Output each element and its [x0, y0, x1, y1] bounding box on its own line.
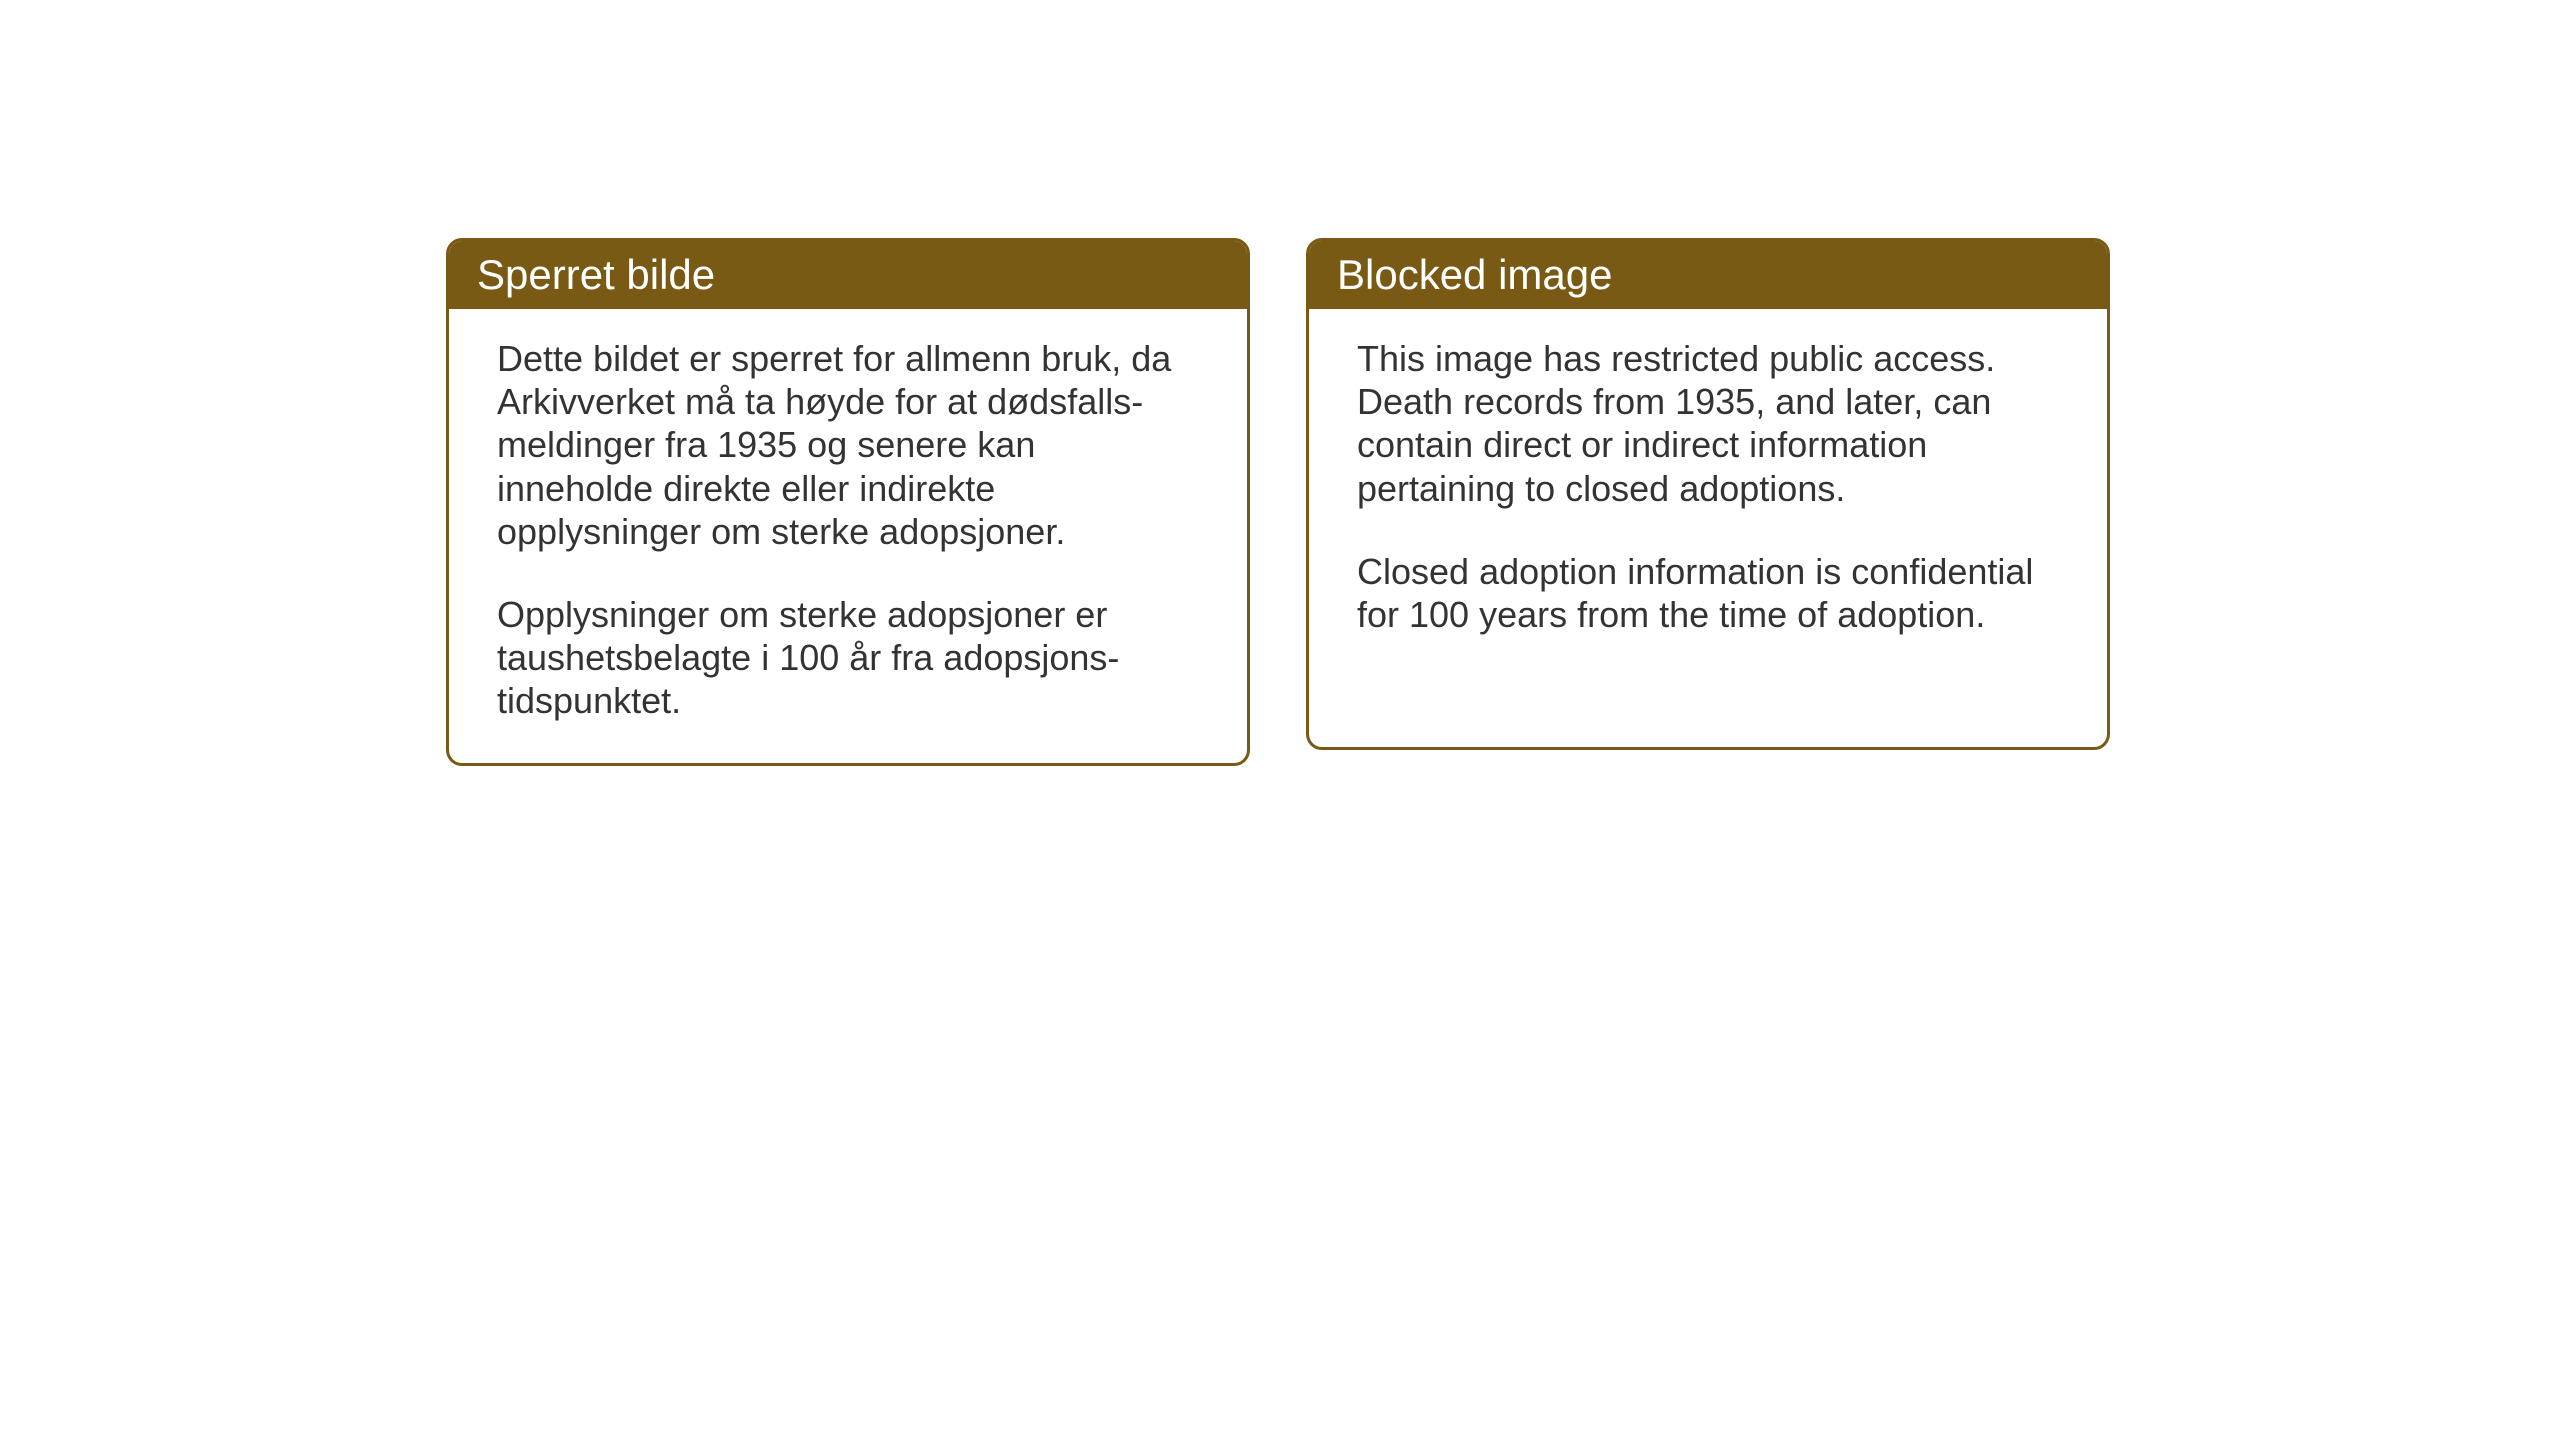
english-card-header: Blocked image	[1309, 241, 2107, 309]
norwegian-card-header: Sperret bilde	[449, 241, 1247, 309]
english-paragraph-1: This image has restricted public access.…	[1357, 337, 2059, 510]
english-notice-card: Blocked image This image has restricted …	[1306, 238, 2110, 750]
english-card-title: Blocked image	[1337, 251, 1612, 298]
norwegian-card-title: Sperret bilde	[477, 251, 715, 298]
norwegian-notice-card: Sperret bilde Dette bildet er sperret fo…	[446, 238, 1250, 766]
norwegian-paragraph-1: Dette bildet er sperret for allmenn bruk…	[497, 337, 1199, 553]
norwegian-card-body: Dette bildet er sperret for allmenn bruk…	[449, 309, 1247, 763]
english-paragraph-2: Closed adoption information is confident…	[1357, 550, 2059, 636]
norwegian-paragraph-2: Opplysninger om sterke adopsjoner er tau…	[497, 593, 1199, 723]
english-card-body: This image has restricted public access.…	[1309, 309, 2107, 676]
notice-cards-container: Sperret bilde Dette bildet er sperret fo…	[446, 238, 2110, 766]
